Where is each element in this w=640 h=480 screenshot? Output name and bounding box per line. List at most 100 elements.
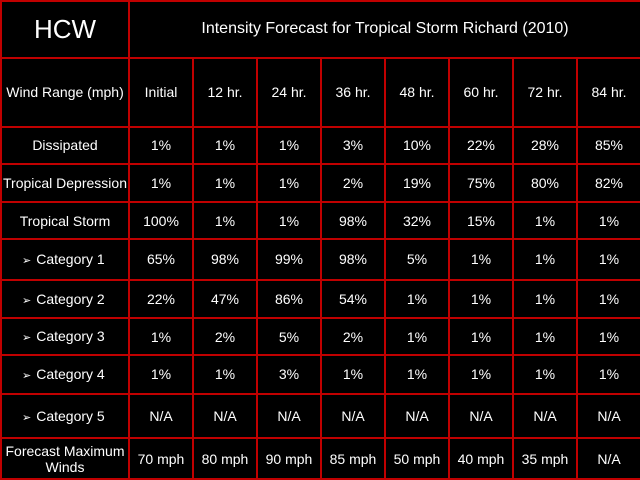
table-row: Dissipated 1% 1% 1% 3% 10% 22% 28% 85% [0,126,640,165]
table-cell: 75% [448,162,514,204]
row-label-text: Category 4 [36,365,105,382]
table-cell: N/A [256,392,322,440]
table-title: Intensity Forecast for Tropical Storm Ri… [128,0,640,59]
table-cell: 5% [256,317,322,356]
table-cell: 1% [192,201,258,240]
column-header: 48 hr. [384,56,450,129]
arrow-bullet-icon: ➢ [22,411,32,424]
table-cell: 1% [576,278,640,320]
column-header: 84 hr. [576,56,640,129]
row-label-text: Category 2 [36,290,105,307]
title-row: HCW Intensity Forecast for Tropical Stor… [0,0,640,59]
row-label-text: Tropical Storm [19,212,111,229]
table-cell: 47% [192,278,258,320]
table-cell: 2% [320,162,386,204]
table-cell: 85 mph [320,437,386,480]
table-cell: 80% [512,162,578,204]
table-row: ➢ Category 2 22% 47% 86% 54% 1% 1% 1% 1% [0,278,640,320]
table-row: ➢ Category 5 N/A N/A N/A N/A N/A N/A N/A N/A [0,392,640,440]
row-label: ➢ Category 5 [0,392,130,440]
table-cell: 1% [576,317,640,356]
table-cell: 35 mph [512,437,578,480]
table-row: Tropical Storm 100% 1% 1% 98% 32% 15% 1% 1% [0,201,640,240]
wind-range-header: Wind Range (mph) [0,56,130,129]
table-cell: N/A [512,392,578,440]
table-cell: 3% [320,126,386,165]
arrow-bullet-icon: ➢ [22,369,32,382]
row-label: ➢ Category 2 [0,278,130,320]
table-cell: 32% [384,201,450,240]
table-cell: 98% [320,201,386,240]
table-cell: 22% [448,126,514,165]
table-cell: 1% [128,317,194,356]
column-header: 24 hr. [256,56,322,129]
table-cell: 22% [128,278,194,320]
table-cell: 70 mph [128,437,194,480]
table-cell: 1% [448,353,514,395]
table-cell: 100% [128,201,194,240]
table-cell: 15% [448,201,514,240]
table-row: Tropical Depression 1% 1% 1% 2% 19% 75% 80% 82% [0,162,640,204]
table-cell: 82% [576,162,640,204]
table-cell: 65% [128,237,194,281]
table-cell: 1% [192,162,258,204]
row-label-text: Category 5 [36,407,105,424]
row-label-text: Category 1 [36,250,105,267]
table-cell: 1% [256,201,322,240]
table-cell: 10% [384,126,450,165]
table-cell: N/A [384,392,450,440]
table-cell: 1% [320,353,386,395]
table-cell: N/A [320,392,386,440]
table-cell: N/A [576,437,640,480]
table-cell: 1% [448,278,514,320]
row-label-text: Dissipated [32,137,98,154]
table-cell: 1% [512,237,578,281]
table-cell: 50 mph [384,437,450,480]
table-cell: 1% [512,353,578,395]
table-cell: 1% [384,278,450,320]
table-cell: 1% [448,317,514,356]
table-cell: 1% [576,237,640,281]
table-cell: 28% [512,126,578,165]
row-label: ➢ Category 3 [0,317,130,356]
table-cell: 1% [576,201,640,240]
column-header: Initial [128,56,194,129]
row-label: Forecast Maximum Winds [0,437,130,480]
table-cell: 1% [192,126,258,165]
arrow-bullet-icon: ➢ [22,332,32,345]
table-cell: 98% [320,237,386,281]
row-label-text: Category 3 [36,328,105,345]
table-cell: N/A [576,392,640,440]
table-cell: 90 mph [256,437,322,480]
column-header: 60 hr. [448,56,514,129]
table-cell: 1% [512,317,578,356]
hcw-logo: HCW [0,0,130,59]
table-cell: 1% [256,162,322,204]
table-cell: 86% [256,278,322,320]
row-label: Dissipated [0,126,130,165]
row-label: Tropical Storm [0,201,130,240]
table-cell: 40 mph [448,437,514,480]
table-row: ➢ Category 4 1% 1% 3% 1% 1% 1% 1% 1% [0,353,640,395]
table-cell: 1% [512,201,578,240]
table-cell: 99% [256,237,322,281]
table-cell: 80 mph [192,437,258,480]
table-cell: 19% [384,162,450,204]
column-header: 72 hr. [512,56,578,129]
table-row: ➢ Category 3 1% 2% 5% 2% 1% 1% 1% 1% [0,317,640,356]
table-cell: 98% [192,237,258,281]
table-cell: 2% [192,317,258,356]
table-cell: 2% [320,317,386,356]
table-cell: 1% [192,353,258,395]
table-cell: 1% [448,237,514,281]
row-label-text: Forecast Maximum Winds [5,442,125,475]
row-label: ➢ Category 4 [0,353,130,395]
table-cell: 3% [256,353,322,395]
row-label-text: Tropical Depression [3,174,127,191]
table-cell: N/A [128,392,194,440]
table-cell: 1% [128,162,194,204]
table-row: Forecast Maximum Winds 70 mph 80 mph 90 mph… [0,437,640,480]
row-label: Tropical Depression [0,162,130,204]
table-cell: 1% [384,353,450,395]
